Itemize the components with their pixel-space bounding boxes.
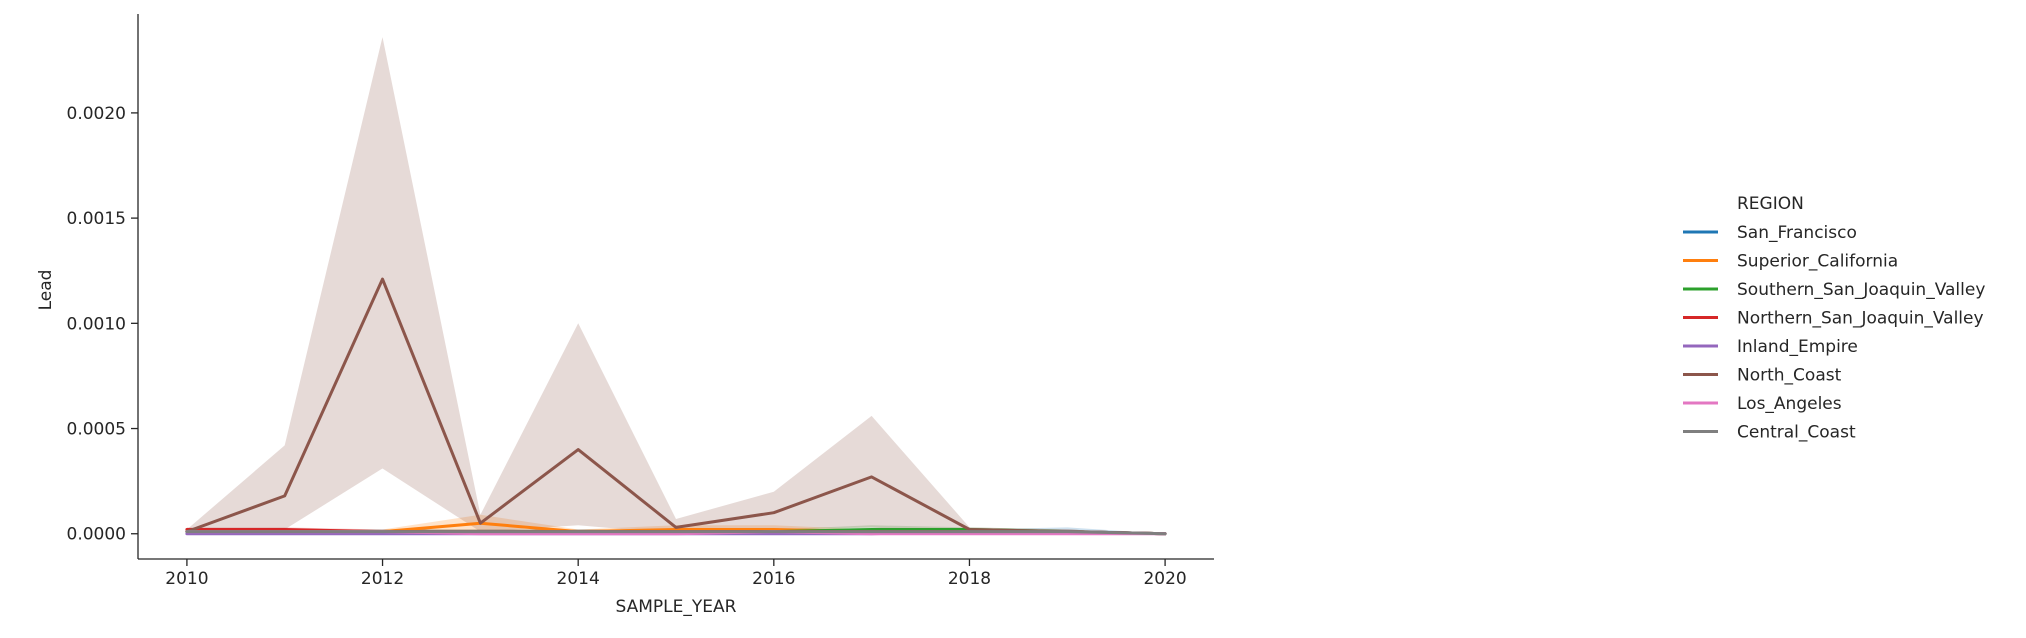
legend-label: North_Coast [1737, 366, 1842, 386]
legend-label: Southern_San_Joaquin_Valley [1737, 280, 1985, 300]
legend-item-inland-empire: Inland_Empire [1683, 337, 1858, 357]
confidence-bands [186, 37, 1166, 534]
series-line-central-coast [185, 530, 1167, 536]
legend-label: Superior_California [1737, 252, 1898, 272]
legend-item-los-angeles: Los_Angeles [1683, 394, 1842, 414]
legend-item-northern-san-joaquin-valley: Northern_San_Joaquin_Valley [1683, 309, 1984, 329]
y-axis-ticks: 0.0000 0.0005 0.0010 0.0015 0.0020 [67, 104, 138, 545]
band-superior-california [186, 514, 1166, 534]
legend-label: Northern_San_Joaquin_Valley [1737, 309, 1984, 329]
x-tick-label: 2010 [165, 569, 208, 589]
axes [137, 14, 1214, 560]
y-tick-label: 0.0015 [67, 209, 126, 229]
y-tick-label: 0.0000 [67, 525, 126, 545]
legend-label: Inland_Empire [1737, 337, 1858, 357]
legend-item-central-coast: Central_Coast [1683, 423, 1856, 443]
x-tick-label: 2016 [752, 569, 795, 589]
legend-label: Central_Coast [1737, 423, 1856, 443]
x-axis-ticks: 2010 2012 2014 2016 2018 2020 [165, 559, 1187, 589]
legend-title: REGION [1737, 194, 1804, 214]
legend-item-san-francisco: San_Francisco [1683, 223, 1857, 243]
series-lines [185, 277, 1167, 536]
legend-item-superior-california: Superior_California [1683, 252, 1898, 272]
legend-label: Los_Angeles [1737, 394, 1842, 414]
legend: REGION San_FranciscoSuperior_CaliforniaS… [1683, 194, 1985, 443]
legend-item-north-coast: North_Coast [1683, 366, 1842, 386]
x-axis-label: SAMPLE_YEAR [616, 597, 737, 617]
x-tick-label: 2018 [948, 569, 991, 589]
legend-items: San_Francisco Superior_California Southern… [1683, 223, 1985, 443]
band-north-coast [186, 37, 1166, 534]
legend-item-southern-san-joaquin-valley: Southern_San_Joaquin_Valley [1683, 280, 1985, 300]
y-tick-label: 0.0005 [67, 420, 126, 440]
x-tick-label: 2020 [1143, 569, 1186, 589]
legend-label: San_Francisco [1737, 223, 1857, 243]
x-tick-label: 2012 [361, 569, 404, 589]
y-axis-label: Lead [36, 270, 56, 311]
y-tick-label: 0.0010 [67, 314, 126, 334]
y-tick-label: 0.0020 [67, 104, 126, 124]
x-tick-label: 2014 [557, 569, 600, 589]
